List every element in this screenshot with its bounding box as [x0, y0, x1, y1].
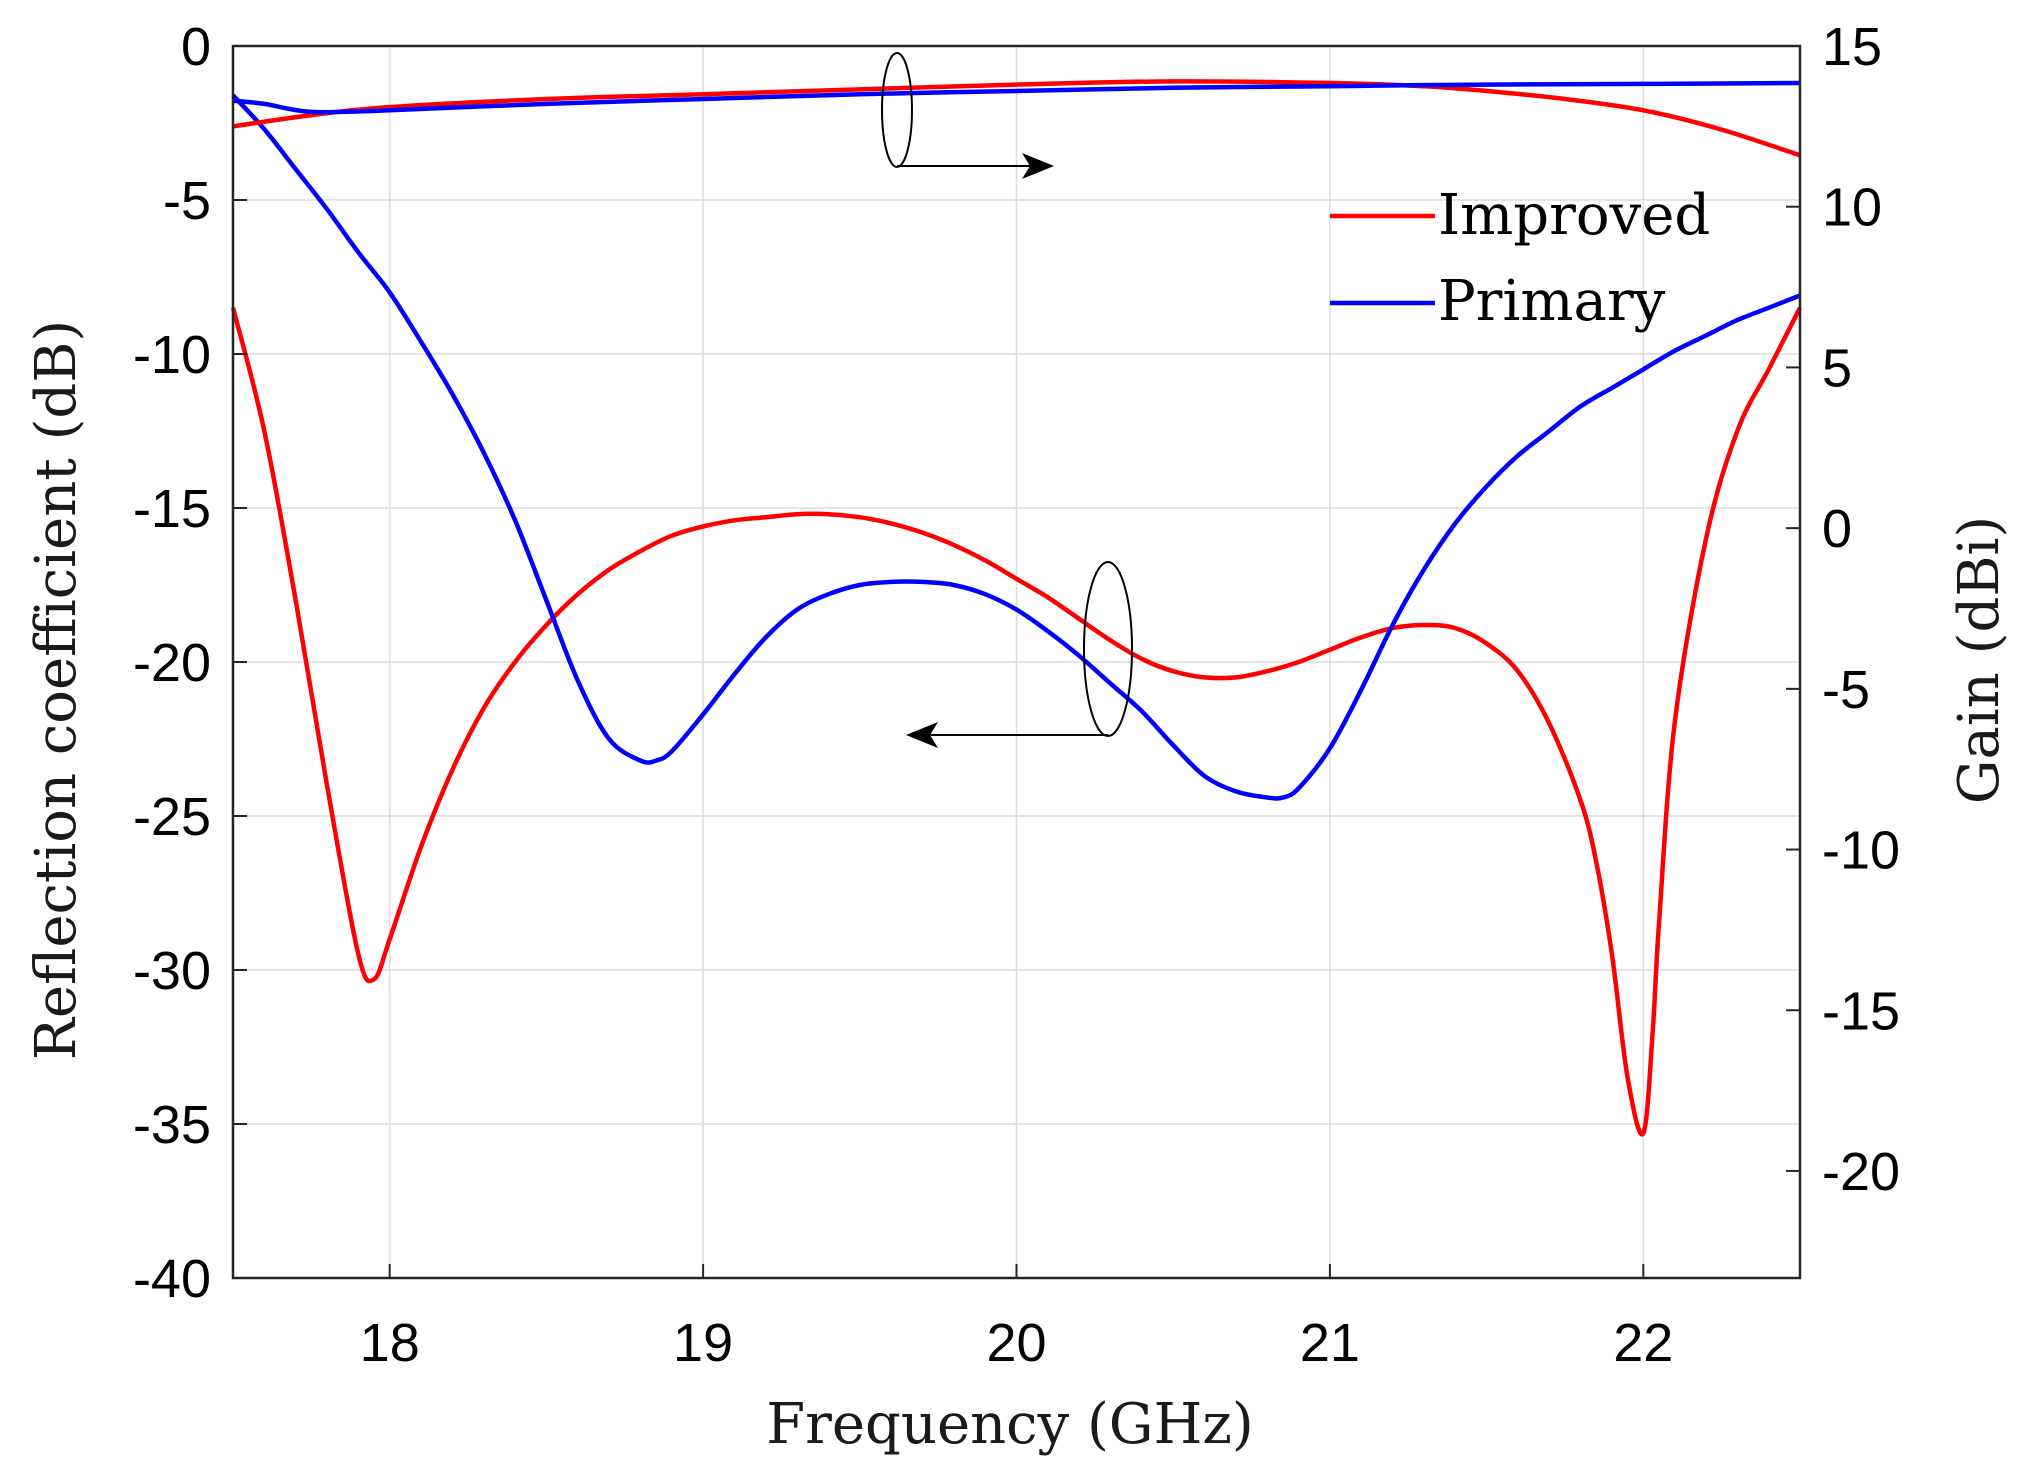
y-right-tick-label: -15: [1822, 981, 1900, 1041]
annotation-arrowhead-right: [1022, 153, 1054, 179]
y-left-tick-label: -25: [133, 787, 211, 847]
y-left-tick-label: -15: [133, 479, 211, 539]
y-left-tick-label: 0: [181, 17, 211, 77]
x-tick-label: 19: [673, 1313, 733, 1373]
series-line-improved-gain: [232, 79, 1801, 158]
series-line-primary-gain: [232, 80, 1801, 115]
y-left-tick-label: -10: [133, 325, 211, 385]
y-left-axis-title: Reflection coefficient (dB): [24, 320, 89, 1061]
y-right-tick-label: 15: [1822, 17, 1882, 77]
y-right-tick-label: 10: [1822, 178, 1882, 238]
y-left-tick-label: -5: [163, 171, 211, 231]
y-right-tick-label: -20: [1822, 1142, 1900, 1202]
ticks: 18 19 20 21 22 0 -5 -10 -15 -20 -25 -30 -35 -40 15 10 5 0…: [133, 17, 1900, 1373]
x-tick-label: 20: [986, 1313, 1046, 1373]
annotation-reflection-left-arrow: [906, 561, 1133, 748]
annotation-arrowhead-left: [906, 722, 938, 748]
y-right-tick-label: -5: [1822, 660, 1870, 720]
x-tick-label: 18: [360, 1313, 420, 1373]
series-line-improved-reflection: [230, 306, 1803, 1137]
x-tick-label: 21: [1300, 1313, 1360, 1373]
y-right-tick-label: 5: [1822, 338, 1852, 398]
y-left-tick-label: -30: [133, 941, 211, 1001]
y-right-tick-label: 0: [1822, 499, 1852, 559]
x-axis-title: Frequency (GHz): [766, 1392, 1253, 1457]
x-tick-label: 22: [1613, 1313, 1673, 1373]
y-left-tick-label: -35: [133, 1095, 211, 1155]
y-right-axis-title: Gain (dBi): [1947, 516, 2012, 805]
y-right-tick-label: -10: [1822, 821, 1900, 881]
y-left-tick-label: -20: [133, 633, 211, 693]
legend-label-primary: Primary: [1438, 269, 1666, 334]
series-line-primary-reflection: [231, 93, 1801, 801]
annotation-gain-right-arrow: [881, 52, 1054, 179]
legend: Improved Primary: [1330, 183, 1710, 334]
legend-label-improved: Improved: [1438, 183, 1710, 248]
y-left-tick-label: -40: [133, 1249, 211, 1309]
series-group: [230, 79, 1803, 1137]
